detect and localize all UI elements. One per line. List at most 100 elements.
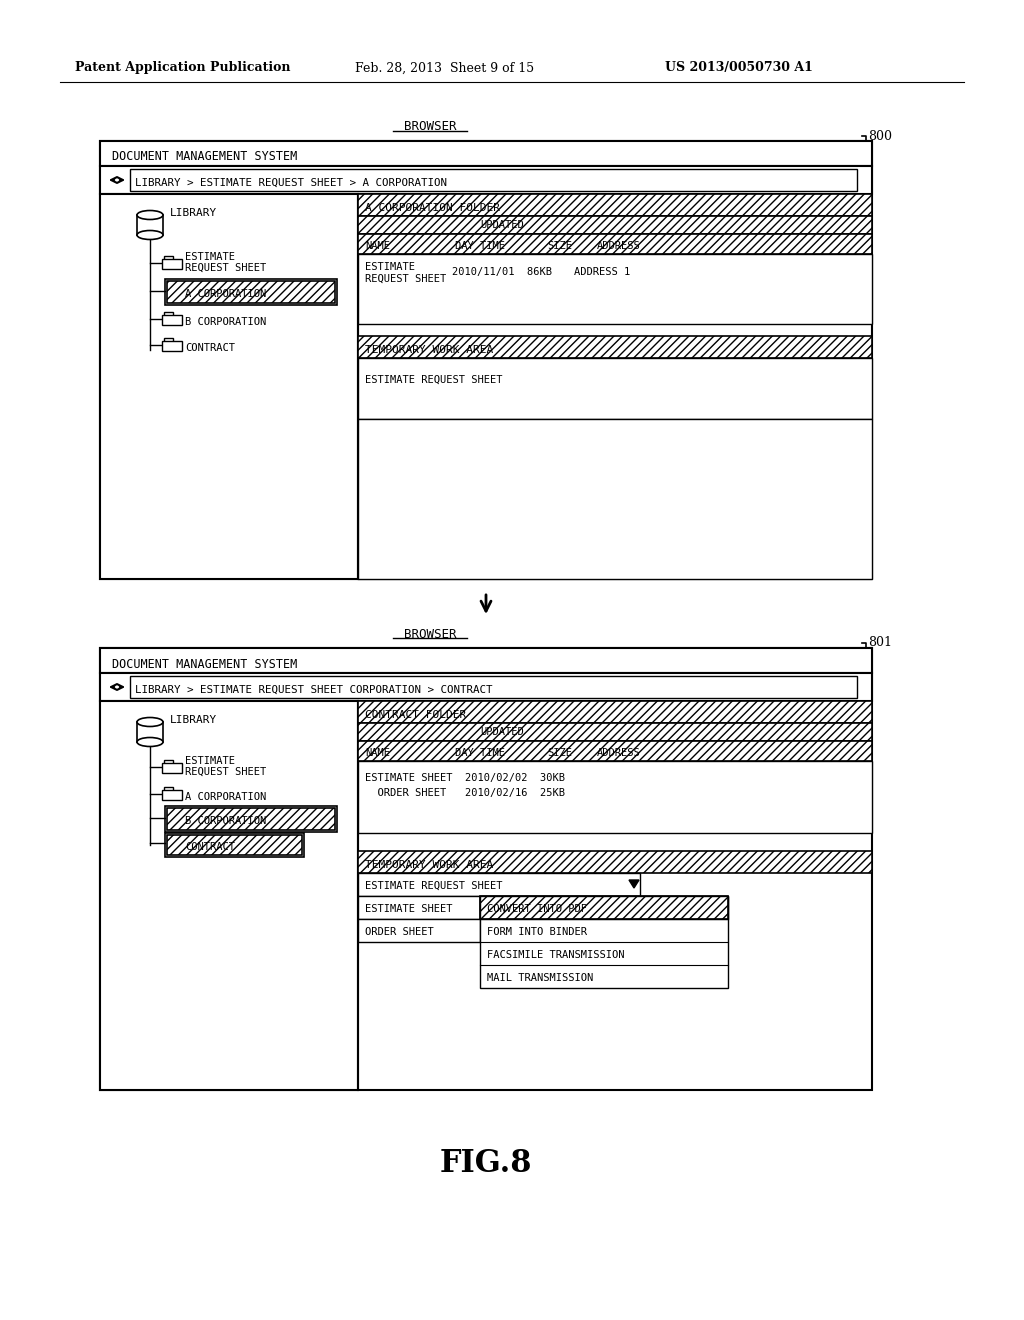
Bar [100, 648, 872, 1090]
Text: ESTIMATE REQUEST SHEET: ESTIMATE REQUEST SHEET [365, 880, 503, 891]
Bar [137, 215, 163, 235]
Bar [100, 673, 872, 701]
Bar [130, 169, 857, 191]
Bar [164, 787, 173, 791]
Ellipse shape [137, 231, 163, 239]
Text: BROWSER: BROWSER [403, 627, 457, 640]
Text: ORDER SHEET: ORDER SHEET [365, 927, 434, 937]
Text: 801: 801 [868, 636, 892, 649]
Bar [358, 194, 872, 216]
Text: 2010/11/01  86KB: 2010/11/01 86KB [452, 267, 552, 277]
Bar [358, 216, 872, 234]
Bar [167, 281, 335, 304]
Text: SIZE: SIZE [547, 242, 572, 251]
Text: FACSIMILE TRANSMISSION: FACSIMILE TRANSMISSION [487, 950, 625, 960]
Text: NAME: NAME [365, 748, 390, 758]
Text: ESTIMATE SHEET: ESTIMATE SHEET [365, 904, 453, 913]
Text: Feb. 28, 2013  Sheet 9 of 15: Feb. 28, 2013 Sheet 9 of 15 [355, 62, 535, 74]
Bar [100, 141, 872, 166]
Text: CONTRACT: CONTRACT [185, 842, 234, 851]
Text: REQUEST SHEET: REQUEST SHEET [185, 263, 266, 273]
Text: DOCUMENT MANAGEMENT SYSTEM: DOCUMENT MANAGEMENT SYSTEM [112, 150, 297, 164]
Text: UPDATED: UPDATED [480, 727, 523, 737]
Text: DAY TIME: DAY TIME [455, 242, 505, 251]
Text: 800: 800 [868, 129, 892, 143]
Text: LIBRARY > ESTIMATE REQUEST SHEET CORPORATION > CONTRACT: LIBRARY > ESTIMATE REQUEST SHEET CORPORA… [135, 685, 493, 696]
Text: REQUEST SHEET: REQUEST SHEET [365, 275, 446, 284]
Bar [165, 279, 337, 305]
Bar [164, 256, 173, 260]
Bar [358, 896, 480, 919]
Bar [164, 760, 173, 764]
Text: CONTRACT: CONTRACT [185, 343, 234, 352]
Bar [165, 833, 304, 857]
Bar [358, 851, 872, 873]
Bar [358, 762, 872, 833]
Bar [165, 807, 337, 832]
Text: LIBRARY: LIBRARY [170, 715, 217, 725]
Text: MAIL TRANSMISSION: MAIL TRANSMISSION [487, 973, 593, 983]
Bar [358, 234, 872, 253]
Text: A CORPORATION FOLDER: A CORPORATION FOLDER [365, 203, 500, 213]
Bar [167, 836, 302, 855]
Text: B CORPORATION: B CORPORATION [185, 317, 266, 327]
Bar [162, 763, 182, 774]
Text: BROWSER: BROWSER [403, 120, 457, 133]
Text: TEMPORARY WORK AREA: TEMPORARY WORK AREA [365, 861, 494, 870]
Text: ESTIMATE REQUEST SHEET: ESTIMATE REQUEST SHEET [365, 375, 503, 385]
Bar [358, 741, 872, 762]
Bar [137, 722, 163, 742]
Bar [162, 789, 182, 800]
Text: DAY TIME: DAY TIME [455, 748, 505, 758]
Bar [162, 341, 182, 351]
Text: Patent Application Publication: Patent Application Publication [75, 62, 291, 74]
Bar [100, 648, 872, 673]
Ellipse shape [137, 210, 163, 219]
Bar [358, 919, 480, 942]
Ellipse shape [137, 738, 163, 747]
Text: SIZE: SIZE [547, 748, 572, 758]
Polygon shape [629, 880, 639, 888]
Text: B CORPORATION: B CORPORATION [185, 816, 266, 826]
Text: TEMPORARY WORK AREA: TEMPORARY WORK AREA [365, 345, 494, 355]
Text: FORM INTO BINDER: FORM INTO BINDER [487, 927, 587, 937]
Bar [358, 418, 872, 579]
Bar [358, 723, 872, 741]
Text: DOCUMENT MANAGEMENT SYSTEM: DOCUMENT MANAGEMENT SYSTEM [112, 657, 297, 671]
Text: A CORPORATION: A CORPORATION [185, 792, 266, 803]
Text: CONTRACT FOLDER: CONTRACT FOLDER [365, 710, 466, 719]
Bar [167, 808, 335, 830]
Text: ESTIMATE: ESTIMATE [185, 252, 234, 261]
Text: LIBRARY: LIBRARY [170, 209, 217, 218]
Text: US 2013/0050730 A1: US 2013/0050730 A1 [665, 62, 813, 74]
Text: ESTIMATE SHEET  2010/02/02  30KB: ESTIMATE SHEET 2010/02/02 30KB [365, 774, 565, 783]
Bar [162, 315, 182, 325]
Text: A CORPORATION: A CORPORATION [185, 289, 266, 300]
Bar [100, 166, 872, 194]
Text: ADDRESS 1: ADDRESS 1 [574, 267, 630, 277]
Text: ESTIMATE: ESTIMATE [365, 261, 415, 272]
Bar [130, 676, 857, 698]
Bar [358, 873, 640, 896]
Bar [480, 896, 728, 987]
Bar [162, 259, 182, 269]
Text: ADDRESS: ADDRESS [597, 748, 641, 758]
Bar [358, 337, 872, 358]
Bar [480, 896, 728, 919]
Text: ESTIMATE: ESTIMATE [185, 756, 234, 766]
Text: REQUEST SHEET: REQUEST SHEET [185, 767, 266, 777]
Bar [100, 141, 872, 579]
Bar [164, 338, 173, 342]
Text: CONVERT INTO PDF: CONVERT INTO PDF [487, 904, 587, 913]
Text: LIBRARY > ESTIMATE REQUEST SHEET > A CORPORATION: LIBRARY > ESTIMATE REQUEST SHEET > A COR… [135, 178, 447, 187]
Bar [100, 194, 358, 579]
Text: FIG.8: FIG.8 [439, 1147, 532, 1179]
Ellipse shape [137, 718, 163, 726]
Text: UPDATED: UPDATED [480, 220, 523, 230]
Bar [480, 896, 728, 919]
Text: NAME: NAME [365, 242, 390, 251]
Bar [358, 358, 872, 418]
Bar [358, 701, 872, 723]
Bar [164, 312, 173, 315]
Text: ORDER SHEET   2010/02/16  25KB: ORDER SHEET 2010/02/16 25KB [365, 788, 565, 799]
